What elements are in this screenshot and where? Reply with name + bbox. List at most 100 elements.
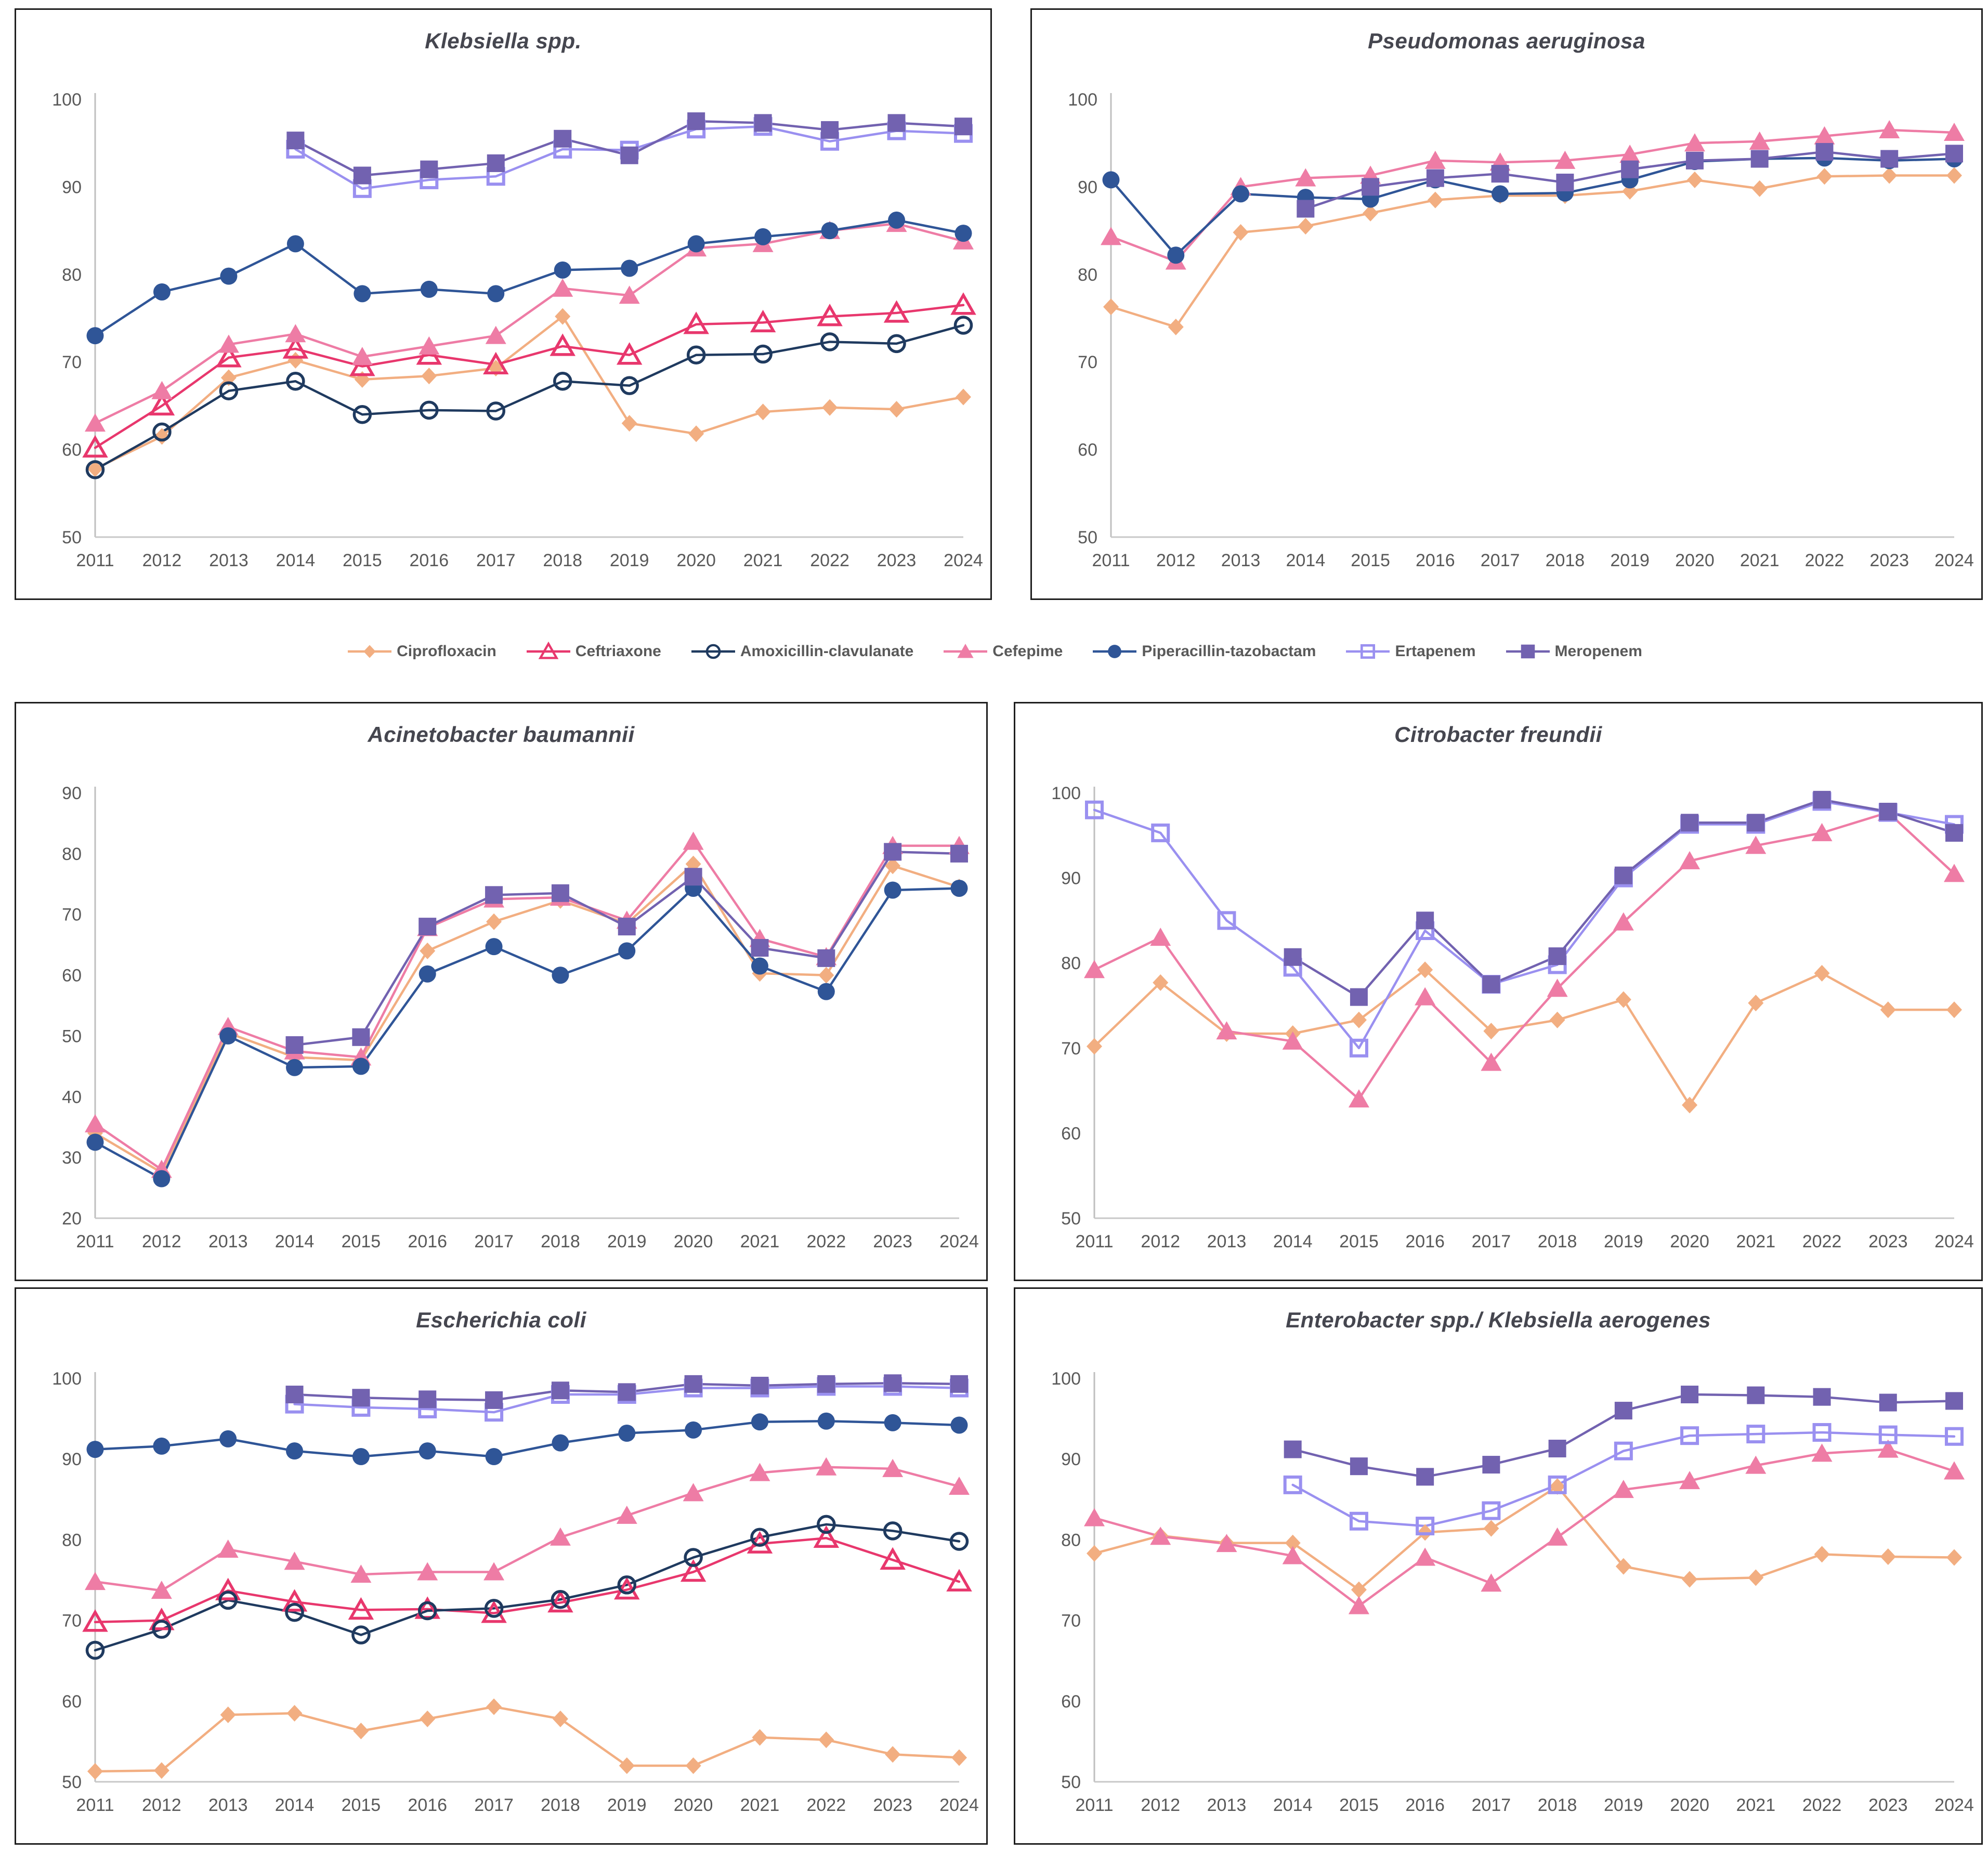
- diamond-filled-marker: [421, 368, 437, 385]
- series-markers-meropenem: [285, 843, 968, 1054]
- legend-item-ceftriaxone: Ceftriaxone: [525, 640, 661, 663]
- square-filled-marker: [618, 1383, 636, 1401]
- triangle-open-marker: [149, 393, 175, 416]
- legend-item-meropenem: Meropenem: [1504, 640, 1642, 663]
- circle-filled-marker: [86, 327, 104, 345]
- triangle-filled-marker: [1944, 1461, 1965, 1480]
- chart-panel-citrobacter: Citrobacter freundii 50 60 70 80 90 100 2011 20…: [1014, 702, 1983, 1281]
- triangle-filled-marker: [1613, 1480, 1634, 1498]
- circle-open-marker: [417, 1601, 437, 1621]
- square-filled-marker: [485, 886, 503, 904]
- diamond-filled-marker: [755, 403, 771, 421]
- x-tick-label: 2013: [209, 551, 248, 570]
- y-tick-label: 70: [1078, 353, 1097, 372]
- diamond-filled-marker: [1682, 1571, 1698, 1588]
- circle-open-marker: [684, 1548, 703, 1567]
- circle-filled-marker: [552, 967, 569, 984]
- x-tick-label: 2012: [142, 551, 182, 570]
- square-open-marker: [1283, 1475, 1302, 1494]
- legend-label: Meropenem: [1554, 643, 1642, 660]
- triangle-filled-marker: [485, 325, 506, 344]
- axes: 50 60 70 80 90 100 2011 2012 2013 2014 2015 2016 201…: [1068, 90, 1974, 570]
- diamond-filled-marker: [1351, 1581, 1367, 1598]
- diamond-filled-marker: [1816, 168, 1833, 185]
- circle-open-marker: [617, 1575, 637, 1595]
- square-open-marker: [1878, 1425, 1898, 1444]
- square-filled-marker: [1416, 911, 1434, 930]
- x-tick-label: 2022: [806, 1232, 846, 1251]
- triangle-filled-marker: [1415, 1547, 1436, 1566]
- y-tick-label: 50: [1061, 1772, 1081, 1792]
- y-tick-label: 70: [62, 1611, 82, 1631]
- y-tick-label: 50: [1061, 1209, 1081, 1229]
- x-tick-label: 2013: [1221, 551, 1261, 570]
- circle-open-marker: [85, 1640, 105, 1660]
- series-line-meropenem: [1291, 798, 1956, 998]
- circle-filled-marker: [618, 1425, 636, 1442]
- x-tick-label: 2011: [1075, 1795, 1113, 1815]
- chart-panel-enterobacter: Enterobacter spp./ Klebsiella aerogenes …: [1014, 1287, 1983, 1845]
- circle-filled-marker: [1232, 185, 1250, 203]
- circle-filled-marker: [884, 881, 901, 899]
- series-markers-meropenem: [285, 1374, 968, 1409]
- square-filled-marker: [817, 1375, 835, 1393]
- square-filled-marker: [687, 112, 705, 131]
- series-markers: [1084, 791, 1965, 1114]
- circle-open-marker: [285, 1602, 304, 1622]
- x-tick-label: 2011: [1092, 551, 1130, 570]
- x-tick-label: 2024: [944, 551, 983, 570]
- triangle-filled-marker: [351, 347, 373, 366]
- x-tick-label: 2013: [208, 1795, 248, 1815]
- series-line-piperacillin_tazobactam: [1109, 156, 1956, 257]
- diamond-filled-marker: [1417, 961, 1433, 979]
- y-tick-label: 60: [1061, 1692, 1081, 1712]
- circle-filled-marker: [219, 1430, 237, 1447]
- y-tick-label: 60: [1078, 440, 1097, 460]
- triangle-filled-marker: [949, 1476, 970, 1495]
- square-filled-marker: [1482, 975, 1500, 994]
- axes: 50 60 70 80 90 100 2011 2012 2013 2014 2015 2016 201…: [52, 90, 983, 570]
- square-filled-marker: [352, 1028, 370, 1046]
- x-tick-label: 2017: [474, 1795, 514, 1815]
- square-filled-marker: [1284, 1440, 1302, 1458]
- chart-panel-klebsiella: Klebsiella spp. 50 60 70 80 90 100 2011 2012 201…: [15, 8, 992, 600]
- diamond-filled-marker: [1549, 1011, 1565, 1028]
- triangle-open-marker: [82, 1609, 108, 1632]
- triangle-open-marker: [282, 336, 309, 359]
- x-tick-label: 2017: [1472, 1232, 1511, 1251]
- circle-open-marker: [553, 371, 572, 391]
- square-filled-marker: [1614, 1402, 1632, 1420]
- x-tick-label: 2015: [343, 551, 382, 570]
- circle-filled-marker: [153, 1437, 171, 1455]
- y-tick-label: 100: [1051, 784, 1081, 803]
- triangle-filled-marker: [151, 1581, 172, 1599]
- x-tick-label: 2014: [1273, 1232, 1313, 1251]
- triangle-filled-marker: [85, 1572, 106, 1590]
- triangle-open-marker: [550, 333, 576, 356]
- diamond-filled-marker: [885, 1746, 901, 1763]
- y-tick-label: 80: [1061, 1530, 1081, 1550]
- x-tick-label: 2012: [142, 1232, 181, 1251]
- triangle-filled-marker: [619, 285, 640, 304]
- y-tick-label: 90: [62, 784, 82, 803]
- triangle-filled-marker: [1814, 126, 1835, 145]
- triangle-filled-marker: [85, 413, 106, 432]
- series-markers-ceftriaxone: [82, 1525, 972, 1632]
- series-lines: [94, 840, 961, 1180]
- chart-canvas-enterobacter: 50 60 70 80 90 100 2011 2012 2013 2014 2015 2016 201…: [1051, 1369, 1974, 1815]
- square-open-marker: [1349, 1511, 1368, 1531]
- triangle-filled-marker: [418, 336, 440, 355]
- axes: 50 60 70 80 90 100 2011 2012 2013 2014 2015 2016 201…: [1051, 784, 1974, 1251]
- x-tick-label: 2023: [873, 1232, 912, 1251]
- triangle-open-marker: [750, 309, 776, 333]
- triangle-filled-marker: [1745, 836, 1767, 854]
- triangle-filled-marker: [1811, 1443, 1833, 1462]
- square-filled-marker: [754, 114, 772, 132]
- chart-panel-pseudomonas: Pseudomonas aeruginosa 50 60 70 80 90 100 2011…: [1030, 8, 1983, 600]
- x-tick-label: 2024: [939, 1795, 979, 1815]
- x-tick-label: 2024: [1934, 1232, 1974, 1251]
- circle-open-marker: [887, 334, 906, 354]
- circle-filled-marker: [954, 225, 972, 242]
- diamond-filled-marker: [1881, 167, 1898, 184]
- legend-label: Piperacillin-tazobactam: [1142, 643, 1316, 660]
